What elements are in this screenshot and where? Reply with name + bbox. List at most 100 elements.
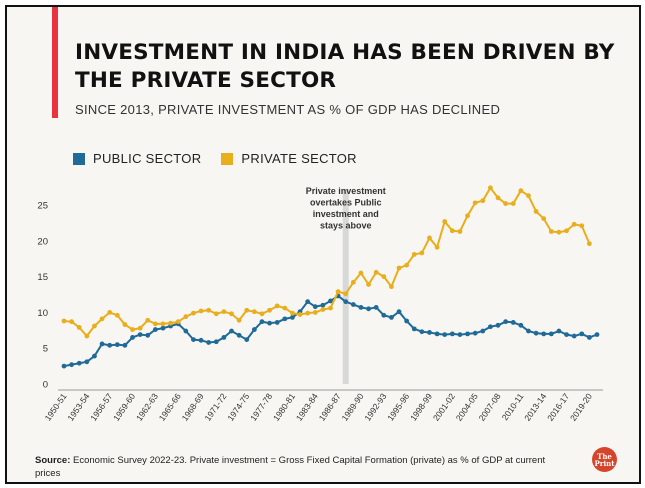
data-point-public xyxy=(191,337,196,343)
data-point-public xyxy=(305,299,311,305)
data-point-public xyxy=(411,326,417,332)
legend-swatch-public xyxy=(73,152,85,165)
data-point-public xyxy=(350,302,356,307)
data-point-public xyxy=(274,320,280,325)
data-point-private xyxy=(449,228,455,234)
x-tick-label: 2019-20 xyxy=(568,391,594,423)
data-point-public xyxy=(434,331,440,337)
data-point-public xyxy=(449,331,455,337)
annotation-line: investment and xyxy=(313,209,379,219)
data-point-private xyxy=(510,201,516,206)
data-point-public xyxy=(495,322,501,328)
data-point-private xyxy=(480,198,486,204)
data-point-public xyxy=(586,335,592,340)
x-tick-label: 1983-84 xyxy=(294,391,320,423)
data-point-private xyxy=(191,310,196,316)
data-point-private xyxy=(236,317,242,323)
data-point-private xyxy=(389,284,394,290)
data-point-public xyxy=(145,332,151,338)
data-point-private xyxy=(320,307,326,312)
data-point-private xyxy=(137,325,143,331)
data-point-public xyxy=(290,315,295,320)
data-point-private xyxy=(114,312,120,318)
y-tick-label: 25 xyxy=(37,201,48,212)
legend-swatch-private xyxy=(221,152,234,165)
data-point-public xyxy=(427,330,432,335)
data-point-private xyxy=(411,252,417,257)
data-point-private xyxy=(396,265,402,271)
data-point-private xyxy=(586,241,592,247)
data-point-private xyxy=(434,244,440,250)
data-point-private xyxy=(350,279,356,285)
legend-label-private: PRIVATE SECTOR xyxy=(241,151,357,166)
data-point-private xyxy=(92,323,97,329)
y-tick-label: 15 xyxy=(37,272,48,283)
data-point-public xyxy=(122,342,128,348)
legend-item-private: PRIVATE SECTOR xyxy=(221,151,357,166)
source-label: Source: xyxy=(35,455,71,466)
data-point-public xyxy=(137,332,143,337)
data-point-private xyxy=(518,188,524,194)
accent-bar xyxy=(52,7,58,118)
x-tick-label: 1962-63 xyxy=(134,391,160,423)
data-point-private xyxy=(442,219,448,224)
data-point-private xyxy=(297,312,303,317)
x-tick-label: 2013-14 xyxy=(522,391,548,423)
data-point-private xyxy=(541,216,547,222)
data-point-private xyxy=(366,282,371,287)
x-tick-label: 1959-60 xyxy=(111,391,137,423)
data-point-public xyxy=(183,328,189,334)
annotation-line: overtakes Public xyxy=(310,198,382,208)
data-point-private xyxy=(122,322,128,327)
x-tick-label: 1995-96 xyxy=(385,391,411,423)
data-point-private xyxy=(373,269,379,275)
data-point-public xyxy=(518,322,524,328)
data-point-public xyxy=(236,332,242,338)
data-point-private xyxy=(472,200,478,206)
data-point-public xyxy=(442,332,448,337)
data-point-public xyxy=(548,331,554,337)
data-point-public xyxy=(61,363,67,369)
data-point-public xyxy=(251,327,257,332)
data-point-private xyxy=(312,310,318,315)
data-point-private xyxy=(274,303,280,309)
data-point-private xyxy=(206,307,212,313)
data-point-public xyxy=(358,304,364,310)
highlight-band xyxy=(342,189,349,384)
x-tick-label: 1989-90 xyxy=(340,391,366,423)
data-point-private xyxy=(267,307,272,313)
data-point-private xyxy=(282,305,288,311)
x-tick-label: 1956-57 xyxy=(88,391,114,423)
data-point-public xyxy=(213,339,219,345)
data-point-public xyxy=(579,331,585,337)
data-point-private xyxy=(427,235,432,241)
data-point-private xyxy=(579,223,585,229)
data-point-public xyxy=(206,340,212,345)
data-point-public xyxy=(373,304,379,310)
data-point-private xyxy=(548,229,554,234)
data-point-public xyxy=(244,337,250,343)
data-point-public xyxy=(571,333,577,339)
data-point-private xyxy=(183,314,189,320)
data-point-public xyxy=(282,316,288,322)
data-point-private xyxy=(198,308,204,314)
chart-card: INVESTMENT IN INDIA HAS BEEN DRIVEN BY T… xyxy=(5,5,641,484)
data-point-public xyxy=(457,332,463,337)
data-point-public xyxy=(503,319,509,325)
data-point-public xyxy=(526,328,531,334)
data-point-public xyxy=(221,335,227,340)
x-tick-label: 1998-99 xyxy=(408,391,434,423)
data-point-public xyxy=(198,337,204,343)
data-point-private xyxy=(358,270,364,276)
x-tick-label: 1986-87 xyxy=(317,391,343,423)
data-point-public xyxy=(541,331,547,337)
data-point-private xyxy=(76,325,82,330)
legend-item-public: PUBLIC SECTOR xyxy=(73,151,201,166)
data-point-private xyxy=(290,310,295,316)
data-point-public xyxy=(472,330,478,336)
data-point-private xyxy=(160,321,166,327)
x-tick-label: 1950-51 xyxy=(43,391,69,423)
data-point-private xyxy=(130,327,135,332)
page-title: INVESTMENT IN INDIA HAS BEEN DRIVEN BY T… xyxy=(75,40,615,93)
data-point-public xyxy=(389,315,394,320)
